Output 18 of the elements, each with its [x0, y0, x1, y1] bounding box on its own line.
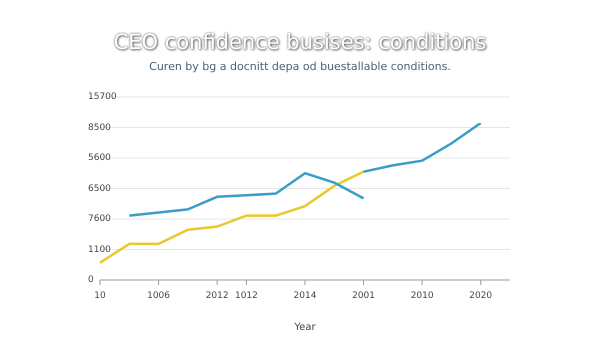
annotation: 6500 — [88, 182, 111, 194]
x-tick-label: 2010 — [410, 291, 434, 301]
x-tick-label: 2014 — [294, 291, 317, 301]
x-tick-label: 1012 — [234, 291, 258, 301]
annotation: 1100 — [88, 244, 111, 256]
text: 15700 — [88, 91, 117, 103]
x-tick-label: 2020 — [469, 291, 492, 301]
x-tick-label: 2001 — [352, 291, 376, 301]
x-axis-title: Year — [293, 322, 316, 333]
annotation: 8500 — [88, 122, 111, 134]
annotation: 5600 — [88, 152, 111, 164]
x-tick-label: 2012 — [206, 291, 229, 301]
chart-subtitle: Curen by bg a docnitt depa od buestallable conditions. — [148, 60, 452, 73]
annotation: 7600 — [88, 213, 111, 225]
chart-title: CEO confidence busises: conditions — [112, 30, 488, 54]
x-tick-label: 1006 — [147, 291, 170, 301]
text: 0 — [88, 274, 94, 286]
x-tick-label: 10 — [94, 291, 106, 301]
